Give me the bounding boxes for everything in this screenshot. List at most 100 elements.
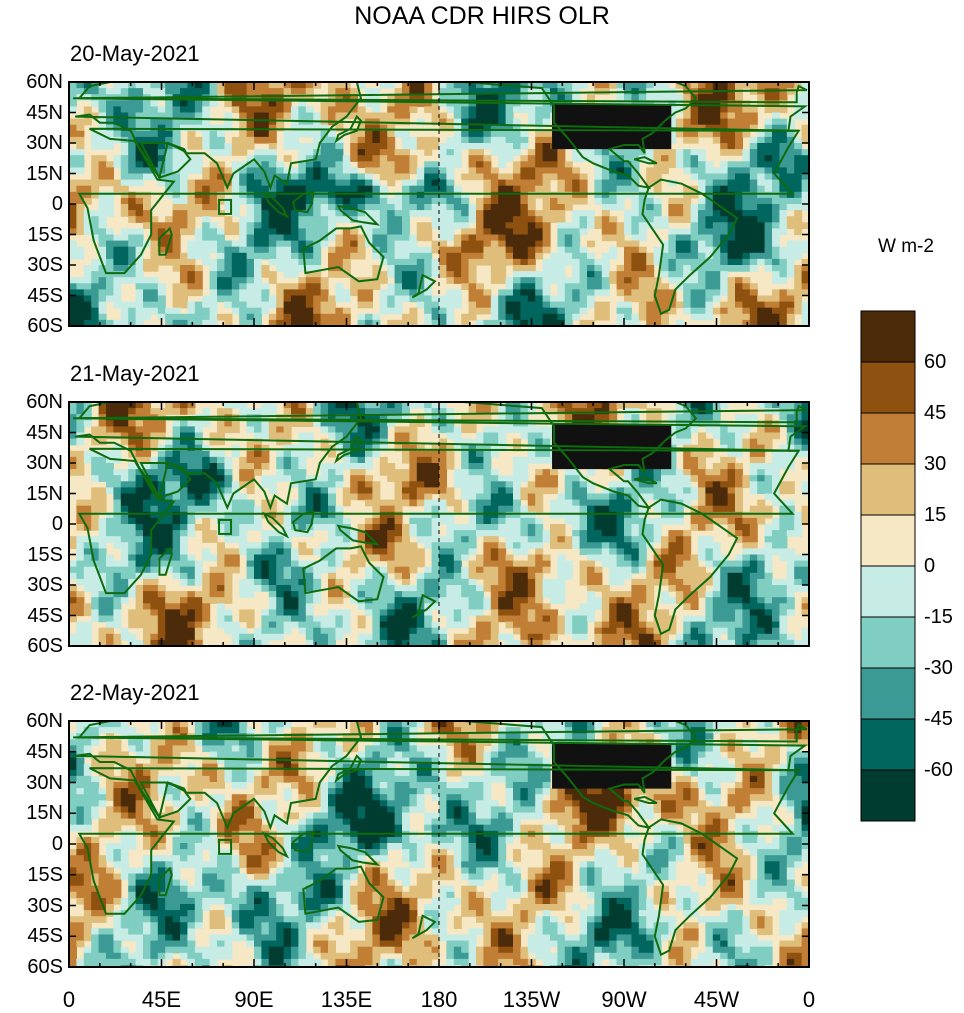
olr-cell — [461, 112, 470, 120]
olr-cell — [320, 463, 329, 470]
olr-cell — [180, 444, 188, 452]
olr-cell — [712, 414, 721, 421]
olr-cell — [76, 246, 85, 254]
olr-cell — [372, 161, 381, 168]
olr-cell — [172, 82, 181, 89]
olr-cell — [638, 216, 647, 223]
olr-cell — [365, 402, 373, 409]
olr-cell — [520, 228, 529, 236]
olr-cell — [69, 426, 77, 434]
olr-cell — [194, 136, 203, 144]
olr-cell — [527, 197, 536, 205]
olr-cell — [91, 307, 100, 315]
olr-cell — [135, 246, 144, 254]
olr-cell — [165, 487, 174, 495]
olr-cell — [439, 191, 447, 199]
olr-cell — [106, 265, 114, 272]
olr-cell — [224, 301, 233, 309]
olr-cell — [572, 155, 581, 162]
olr-cell — [120, 155, 129, 162]
olr-cell — [379, 112, 388, 120]
olr-cell — [705, 511, 714, 519]
olr-cell — [150, 106, 159, 114]
olr-cell — [69, 136, 77, 144]
olr-cell — [705, 505, 714, 513]
olr-cell — [490, 307, 499, 315]
olr-cell — [76, 469, 85, 476]
olr-cell — [291, 499, 299, 507]
olr-cell — [283, 475, 292, 482]
olr-cell — [106, 161, 114, 168]
olr-cell — [128, 277, 137, 284]
olr-cell — [439, 185, 447, 193]
olr-cell — [557, 161, 566, 168]
olr-cell — [128, 197, 137, 205]
olr-cell — [520, 130, 529, 138]
olr-cell — [616, 240, 625, 248]
olr-cell — [498, 143, 507, 150]
olr-cell — [527, 155, 536, 162]
olr-cell — [742, 191, 751, 199]
olr-cell — [157, 155, 166, 162]
olr-cell — [786, 313, 795, 321]
olr-cell — [298, 88, 307, 95]
olr-cell — [202, 167, 211, 175]
olr-cell — [305, 112, 314, 120]
olr-cell — [157, 301, 166, 309]
olr-cell — [335, 210, 344, 217]
olr-cell — [513, 191, 521, 199]
olr-cell — [698, 313, 706, 321]
olr-cell — [668, 161, 677, 168]
olr-cell — [246, 414, 255, 421]
olr-cell — [439, 481, 447, 488]
olr-cell — [772, 271, 780, 278]
olr-cell — [476, 499, 484, 507]
olr-cell — [439, 124, 447, 132]
olr-cell — [757, 301, 766, 309]
olr-cell — [320, 185, 329, 193]
olr-cell — [268, 143, 277, 150]
olr-cell — [224, 265, 233, 272]
olr-cell — [106, 319, 114, 326]
olr-cell — [468, 469, 477, 476]
olr-cell — [453, 499, 462, 507]
olr-cell — [372, 94, 381, 101]
olr-cell — [461, 414, 470, 421]
olr-cell — [128, 319, 137, 326]
olr-cell — [91, 228, 100, 236]
olr-cell — [505, 481, 514, 488]
olr-cell — [416, 301, 425, 309]
olr-cell — [483, 179, 492, 187]
olr-cell — [505, 234, 514, 242]
olr-cell — [261, 222, 270, 229]
olr-cell — [653, 420, 662, 427]
olr-cell — [764, 258, 773, 266]
olr-cell — [387, 161, 396, 168]
olr-cell — [194, 493, 203, 501]
olr-cell — [594, 185, 603, 193]
olr-cell — [476, 408, 484, 415]
olr-cell — [69, 118, 77, 126]
olr-cell — [239, 228, 248, 236]
olr-cell — [757, 313, 766, 321]
olr-cell — [557, 149, 566, 156]
olr-cell — [76, 161, 85, 168]
olr-cell — [513, 149, 521, 156]
olr-cell — [335, 481, 344, 488]
olr-cell — [490, 197, 499, 205]
olr-cell — [698, 216, 706, 223]
olr-cell — [675, 420, 684, 427]
olr-cell — [505, 130, 514, 138]
olr-cell — [128, 161, 137, 168]
olr-cell — [254, 307, 262, 315]
olr-cell — [379, 124, 388, 132]
olr-cell — [387, 283, 396, 290]
olr-cell — [572, 149, 581, 156]
olr-cell — [305, 94, 314, 101]
olr-cell — [490, 106, 499, 114]
olr-cell — [261, 271, 270, 278]
olr-cell — [587, 252, 595, 260]
olr-cell — [342, 295, 351, 303]
olr-cell — [120, 228, 129, 236]
olr-cell — [261, 185, 270, 193]
